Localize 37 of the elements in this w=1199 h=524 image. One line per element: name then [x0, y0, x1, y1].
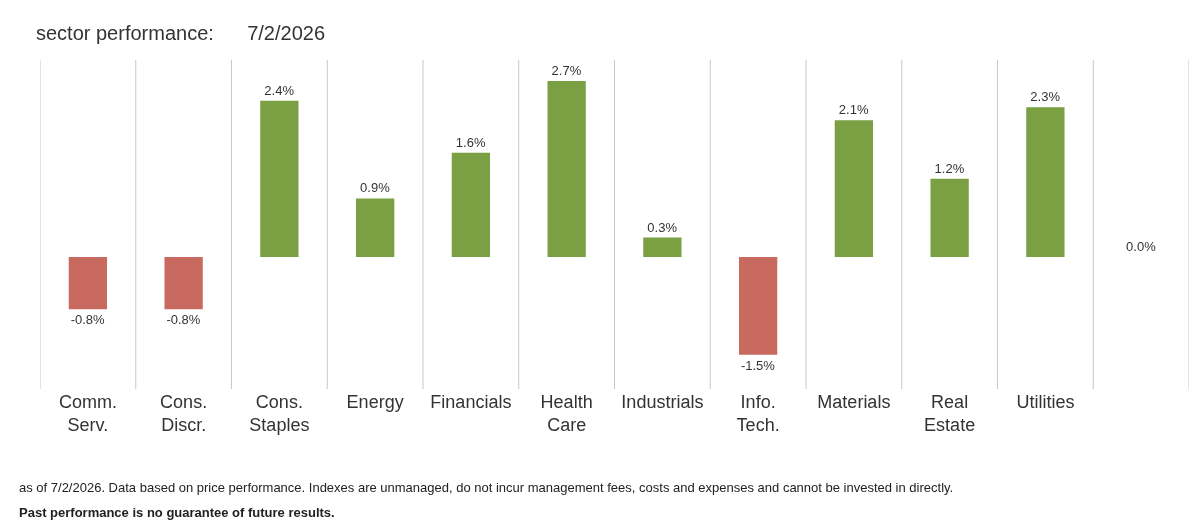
bar	[68, 257, 108, 310]
chart-title: sector performance: 7/2/2026	[35, 22, 326, 45]
bar	[260, 100, 299, 258]
x-tick-label: Info. Tech.	[736, 392, 780, 436]
bar	[547, 81, 586, 258]
x-tick-label: Energy	[346, 392, 404, 412]
x-tick-label: Financials	[430, 392, 512, 412]
bar	[1026, 107, 1065, 258]
bar	[355, 198, 395, 258]
x-tick-label: Real Estate	[924, 392, 976, 436]
data-label: 2.3%	[1030, 89, 1061, 105]
x-tick-label: Comm. Serv.	[58, 392, 117, 436]
data-label: -0.8%	[166, 312, 201, 328]
data-label: 1.6%	[455, 134, 486, 150]
text: Past performance is no guarantee of future results.	[19, 505, 335, 520]
bar	[643, 237, 682, 258]
data-label: 1.2%	[934, 160, 965, 176]
text: as of 7/2/2026. Data based on price performance. Indexes are unmanaged, do not incur management fees, costs and expenses and cannot be invested in directly.	[19, 480, 954, 495]
data-label: 0.0%	[1126, 239, 1157, 255]
x-tick-label: Materials	[817, 392, 891, 412]
data-label: -1.5%	[740, 357, 776, 373]
data-label: 2.4%	[264, 82, 295, 98]
bar	[834, 120, 874, 258]
x-tick-label: Industrials	[621, 392, 704, 412]
bar	[930, 178, 969, 258]
x-tick-label: Cons. Staples	[249, 392, 310, 436]
data-label: 2.1%	[838, 102, 869, 118]
x-tick-label: Health Care	[540, 392, 593, 436]
data-label: 0.9%	[360, 180, 391, 196]
bar	[164, 257, 203, 310]
data-label: -0.8%	[70, 312, 106, 328]
x-tick-label: Cons. Discr.	[160, 392, 208, 436]
bar	[738, 257, 778, 355]
data-label: 0.3%	[647, 219, 678, 235]
bar	[451, 152, 491, 258]
data-label: 2.7%	[551, 63, 582, 79]
x-tick-label: Utilities	[1016, 392, 1075, 412]
